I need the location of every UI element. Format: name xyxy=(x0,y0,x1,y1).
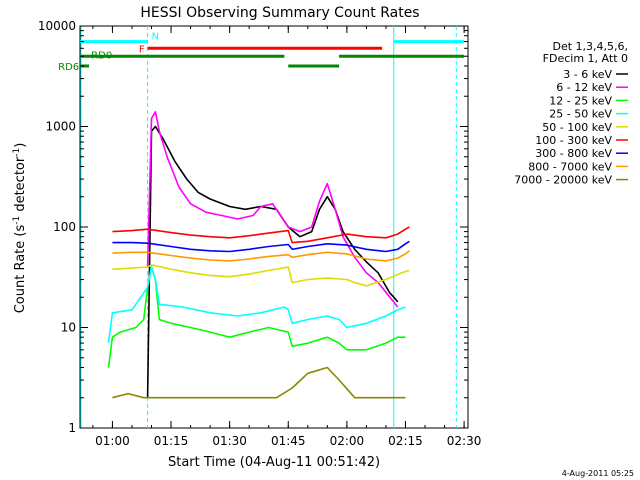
y-label-end: ) xyxy=(13,143,28,148)
plot-frame xyxy=(79,25,469,429)
legend-label-1: 6 - 12 keV xyxy=(556,81,612,94)
legend-label-2: 12 - 25 keV xyxy=(549,94,612,107)
series-group xyxy=(107,111,410,399)
y-tick-label: 1000 xyxy=(45,120,76,134)
y-tick-label: 10 xyxy=(61,321,76,335)
legend-label-3: 25 - 50 keV xyxy=(549,108,612,121)
x-tick-label: 02:30 xyxy=(447,434,482,448)
segment-label-f: F xyxy=(139,44,145,55)
legend-label-7: 800 - 7000 keV xyxy=(528,160,612,173)
legend-label-4: 50 - 100 keV xyxy=(542,121,612,134)
legend-label-6: 300 - 800 keV xyxy=(535,147,612,160)
series-line-1 xyxy=(146,111,399,308)
series-line-3 xyxy=(107,266,406,344)
legend: Det 1,3,4,5,6,FDecim 1, Att 0 3 - 6 keV6 … xyxy=(514,40,628,187)
y-axis: 1 10 100 1000 10000 xyxy=(38,19,468,435)
segment-label-rd6: RD6 xyxy=(58,62,79,73)
legend-label-5: 100 - 300 keV xyxy=(535,134,612,147)
legend-label-0: 3 - 6 keV xyxy=(563,68,612,81)
x-tick-label: 01:30 xyxy=(212,434,247,448)
y-tick-label: 10000 xyxy=(38,19,76,33)
y-label-sup1: -1 xyxy=(12,216,22,225)
vertical-markers xyxy=(80,26,457,428)
series-line-0 xyxy=(146,125,399,398)
legend-label-8: 7000 - 20000 keV xyxy=(514,174,612,187)
y-axis-label: Count Rate (s-1 detector-1) xyxy=(12,143,28,314)
series-line-8 xyxy=(112,366,406,399)
x-axis-label: Start Time (04-Aug-11 00:51:42) xyxy=(168,455,380,470)
y-label-main: Count Rate (s xyxy=(13,225,28,314)
y-tick-label: 1 xyxy=(68,421,76,435)
series-line-5 xyxy=(112,226,410,244)
y-tick-label: 100 xyxy=(53,220,76,234)
x-tick-label: 02:15 xyxy=(388,434,423,448)
legend-header-1: FDecim 1, Att 0 xyxy=(543,52,628,65)
series-line-6 xyxy=(112,240,410,253)
y-label-sup2: -1 xyxy=(12,148,22,157)
segment-bars: NF RD0 RD6 xyxy=(58,32,465,73)
x-axis: 01:00 01:15 01:30 01:45 02:00 02:15 02:30 xyxy=(92,26,482,448)
series-line-7 xyxy=(112,250,410,262)
x-tick-label: 01:15 xyxy=(154,434,189,448)
segment-label-n: N xyxy=(152,32,159,43)
x-tick-label: 01:00 xyxy=(95,434,130,448)
y-label-mid: detector xyxy=(13,156,28,216)
legend-header-0: Det 1,3,4,5,6, xyxy=(552,40,628,53)
chart-title: HESSI Observing Summary Count Rates xyxy=(140,5,419,21)
segment-label-rd0: RD0 xyxy=(91,50,112,61)
timestamp: 4-Aug-2011 05:25 xyxy=(562,469,634,478)
series-line-4 xyxy=(112,264,410,287)
x-tick-label: 02:00 xyxy=(330,434,365,448)
series-line-2 xyxy=(107,266,406,368)
x-tick-label: 01:45 xyxy=(271,434,306,448)
